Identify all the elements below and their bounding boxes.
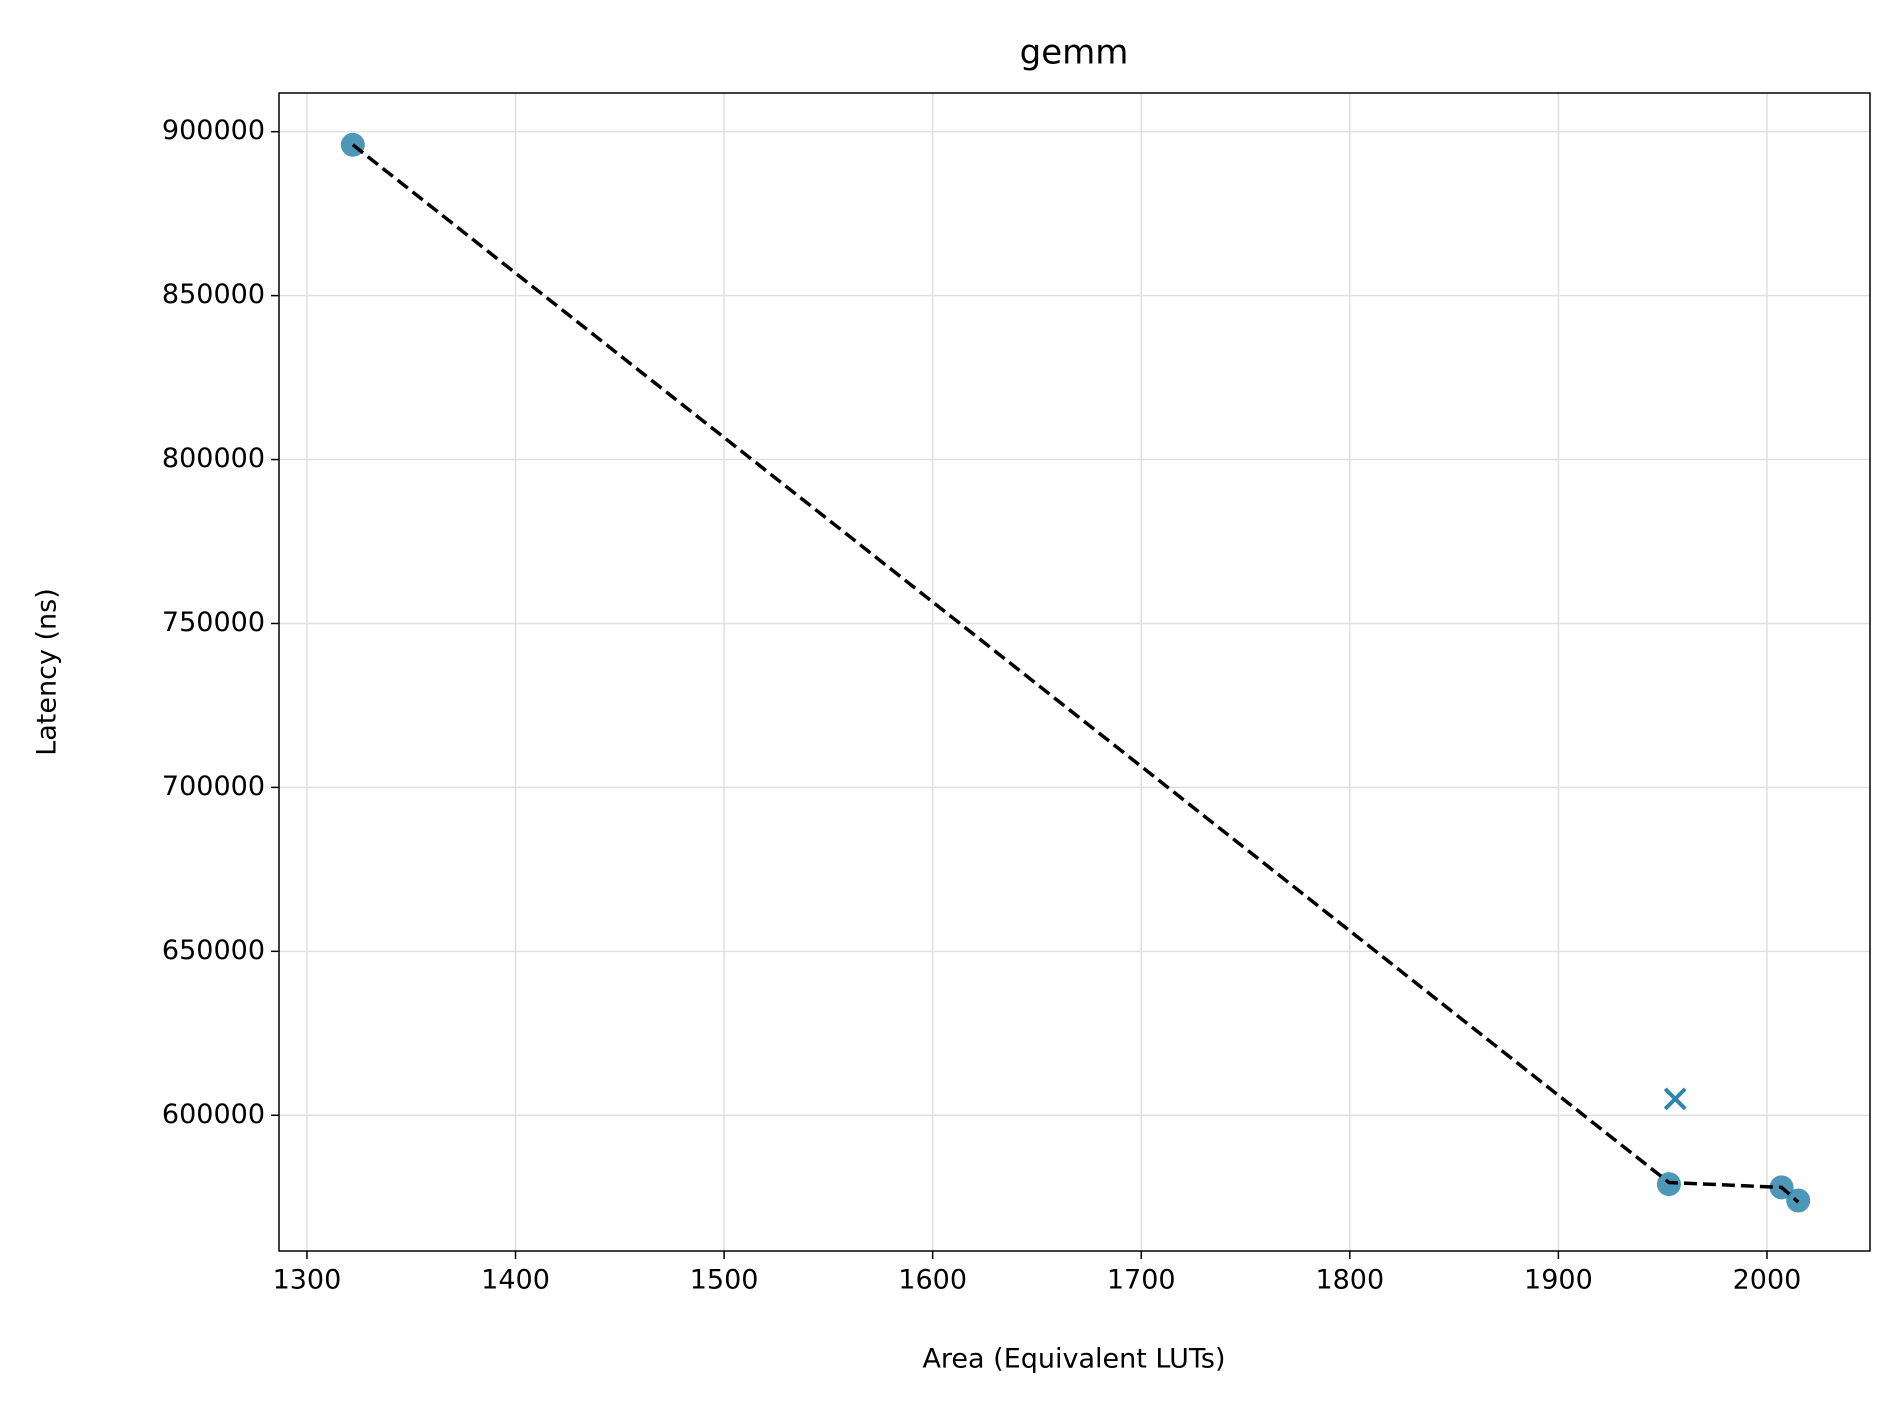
- y-tick-label: 650000: [162, 935, 265, 966]
- x-tick-label: 1300: [273, 1265, 342, 1296]
- x-tick-label: 1600: [898, 1265, 967, 1296]
- x-tick-label: 1500: [690, 1265, 759, 1296]
- y-tick-label: 600000: [162, 1099, 265, 1130]
- y-tick-label: 700000: [162, 771, 265, 802]
- point-x: [1663, 1087, 1687, 1111]
- chart-title: gemm: [1020, 33, 1129, 73]
- x-tick-label: 1700: [1107, 1265, 1176, 1296]
- y-tick-label: 800000: [162, 443, 265, 474]
- x-tick-label: 2000: [1733, 1265, 1802, 1296]
- y-axis-label: Latency (ns): [32, 588, 63, 756]
- x-tick-label: 1400: [481, 1265, 550, 1296]
- pareto-line: [351, 143, 1800, 1204]
- y-tick-label: 750000: [162, 607, 265, 638]
- y-tick-label: 900000: [162, 115, 265, 146]
- x-axis-label: Area (Equivalent LUTs): [922, 1344, 1225, 1375]
- y-tick-label: 850000: [162, 279, 265, 310]
- x-tick-label: 1900: [1524, 1265, 1593, 1296]
- x-tick-label: 1800: [1315, 1265, 1384, 1296]
- plot-frame: [278, 92, 1871, 1252]
